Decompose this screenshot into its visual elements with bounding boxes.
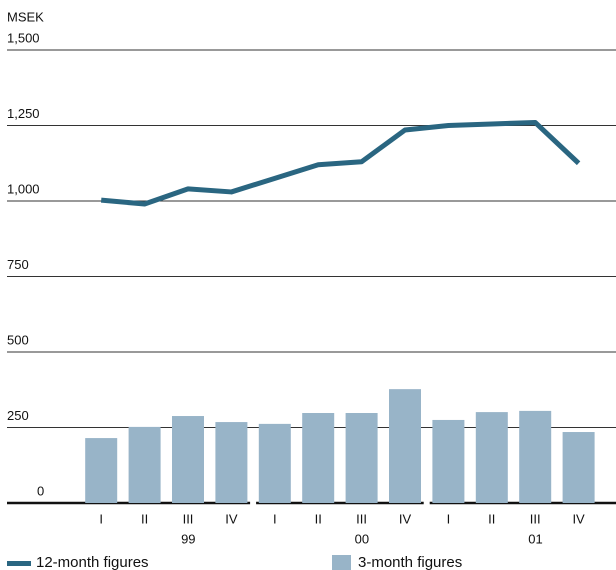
bar (128, 426, 161, 503)
line (100, 119, 581, 207)
y-tick-label: 1,000 (7, 181, 40, 196)
bar (389, 389, 421, 503)
x-tick-label: I (99, 511, 103, 526)
y-tick-label: 0 (37, 483, 44, 498)
bar (172, 416, 204, 503)
legend-label: 12-month figures (36, 554, 149, 570)
x-tick-label: II (488, 511, 495, 526)
y-axis-title: MSEK (7, 9, 44, 24)
x-tick-label: III (530, 511, 541, 526)
bar (432, 419, 465, 503)
bar (258, 423, 291, 503)
x-tick-label: IV (572, 511, 585, 526)
bar (85, 438, 118, 503)
y-tick-label: 250 (7, 408, 29, 423)
y-tick-label: 500 (7, 332, 29, 347)
x-group-label: 99 (181, 531, 195, 546)
x-tick-label: IV (399, 511, 412, 526)
bar (302, 413, 335, 503)
bar (562, 432, 595, 503)
x-tick-label: I (447, 511, 451, 526)
y-tick-label: 750 (7, 257, 29, 272)
x-tick-label: III (183, 511, 194, 526)
x-group-label: 00 (355, 531, 369, 546)
x-tick-label: III (356, 511, 367, 526)
legend-swatch (332, 555, 351, 570)
y-tick-label: 1,250 (7, 106, 40, 121)
bar (519, 410, 552, 503)
x-group-label: 01 (528, 531, 542, 546)
x-tick-label: II (141, 511, 148, 526)
x-tick-label: II (315, 511, 322, 526)
bar (215, 422, 248, 503)
legend-label: 3-month figures (358, 554, 462, 570)
x-tick-label: I (273, 511, 277, 526)
bar (475, 412, 508, 503)
x-tick-label: IV (225, 511, 238, 526)
y-tick-label: 1,500 (7, 30, 40, 45)
bar (345, 413, 378, 503)
legend-swatch (7, 561, 31, 566)
